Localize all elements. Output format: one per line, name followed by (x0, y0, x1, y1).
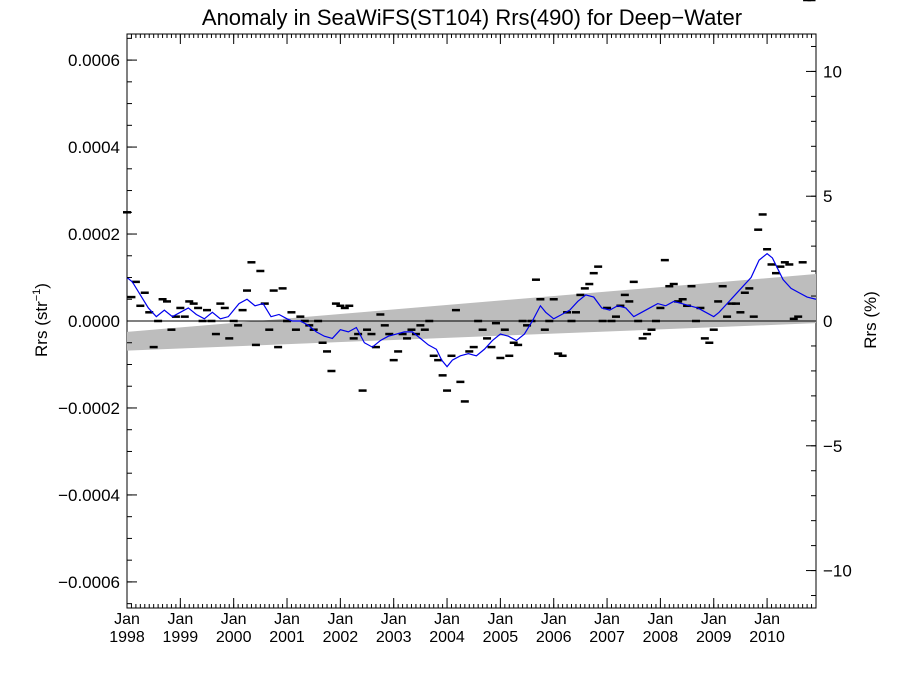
y-right-tick-label: −5 (823, 437, 842, 456)
chart-title: Anomaly in SeaWiFS(ST104) Rrs(490) for D… (202, 5, 742, 30)
plot-area (123, 0, 817, 609)
y-right-tick-label: −10 (823, 562, 852, 581)
y-right-tick-label: 0 (823, 312, 832, 331)
x-tick-label-year: 2002 (323, 629, 359, 646)
x-tick-label-month: Jan (701, 611, 727, 628)
x-tick-label-month: Jan (274, 611, 300, 628)
x-tick-label-month: Jan (381, 611, 407, 628)
x-tick-label-year: 2008 (643, 629, 679, 646)
x-tick-label-month: Jan (754, 611, 780, 628)
y-axis-left: 0.0006 0.0004 0.0002 0.0000 −0.0002 −0.0004 −0… (58, 37, 137, 605)
y-axis-left-label-sup: −1 (31, 289, 43, 302)
x-tick-label-month: Jan (594, 611, 620, 628)
x-tick-label-month: Jan (434, 611, 460, 628)
y-axis-right-label: Rrs (%) (861, 291, 880, 349)
uncertainty-band (127, 274, 816, 351)
x-tick-label-year: 2006 (536, 629, 572, 646)
x-tick-label-year: 1999 (163, 629, 199, 646)
y-axis-left-label: Rrs (str−1) (31, 283, 51, 357)
x-tick-label-year: 2001 (269, 629, 305, 646)
y-left-tick-label: −0.0002 (58, 399, 120, 418)
y-left-tick-label: −0.0004 (58, 486, 120, 505)
y-left-tick-label: 0.0006 (68, 51, 120, 70)
x-tick-label-month: Jan (327, 611, 353, 628)
y-axis-left-label-main: Rrs (str (32, 301, 51, 357)
y-left-tick-label: −0.0006 (58, 573, 120, 592)
x-tick-label-month: Jan (114, 611, 140, 628)
x-axis: Jan1998Jan1999Jan2000Jan2001Jan2002Jan20… (109, 34, 817, 646)
x-tick-label-year: 2007 (589, 629, 625, 646)
x-tick-label-year: 1998 (109, 629, 145, 646)
y-left-tick-label: 0.0004 (68, 138, 120, 157)
x-tick-label-month: Jan (167, 611, 193, 628)
y-axis-left-label-end: ) (32, 283, 51, 289)
x-tick-label-year: 2000 (216, 629, 252, 646)
x-tick-label-year: 2004 (429, 629, 465, 646)
x-tick-label-year: 2005 (483, 629, 519, 646)
y-axis-right: 10 5 0 −5 −10 (806, 45, 852, 597)
y-left-tick-label: 0.0000 (68, 312, 120, 331)
x-tick-label-month: Jan (487, 611, 513, 628)
x-tick-label-month: Jan (648, 611, 674, 628)
x-tick-label-month: Jan (221, 611, 247, 628)
x-tick-label-year: 2009 (696, 629, 732, 646)
y-right-tick-label: 10 (823, 62, 842, 81)
x-tick-label-month: Jan (541, 611, 567, 628)
running-mean-line (126, 252, 817, 368)
y-left-tick-label: 0.0002 (68, 225, 120, 244)
monthly-anomaly-markers (123, 0, 816, 403)
x-tick-label-year: 2003 (376, 629, 412, 646)
y-right-tick-label: 5 (823, 187, 832, 206)
x-tick-label-year: 2010 (749, 629, 785, 646)
